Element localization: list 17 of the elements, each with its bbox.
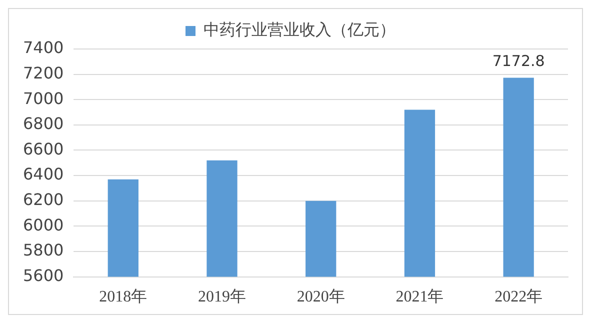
x-tick-label: 2019年 — [198, 288, 246, 306]
y-tick-label: 7400 — [23, 38, 64, 58]
y-tick-label: 7200 — [23, 63, 64, 82]
y-tick-label: 6000 — [23, 215, 64, 234]
data-label: 7172.8 — [492, 52, 545, 70]
y-tick-label: 6200 — [23, 190, 64, 210]
y-tick-label: 7000 — [23, 88, 64, 108]
x-tick-label: 2020年 — [296, 288, 345, 306]
y-tick-label: 6600 — [23, 139, 64, 158]
y-tick-label: 5800 — [23, 240, 64, 260]
y-tick-label: 5600 — [23, 266, 64, 285]
x-tick-label: 2022年 — [494, 288, 543, 306]
x-tick-label: 2018年 — [99, 288, 148, 306]
y-tick-label: 6400 — [23, 164, 64, 184]
legend-label: 中药行业营业收入（亿元） — [204, 20, 396, 40]
x-tick-label: 2021年 — [396, 288, 444, 306]
y-tick-label: 6800 — [23, 114, 64, 134]
